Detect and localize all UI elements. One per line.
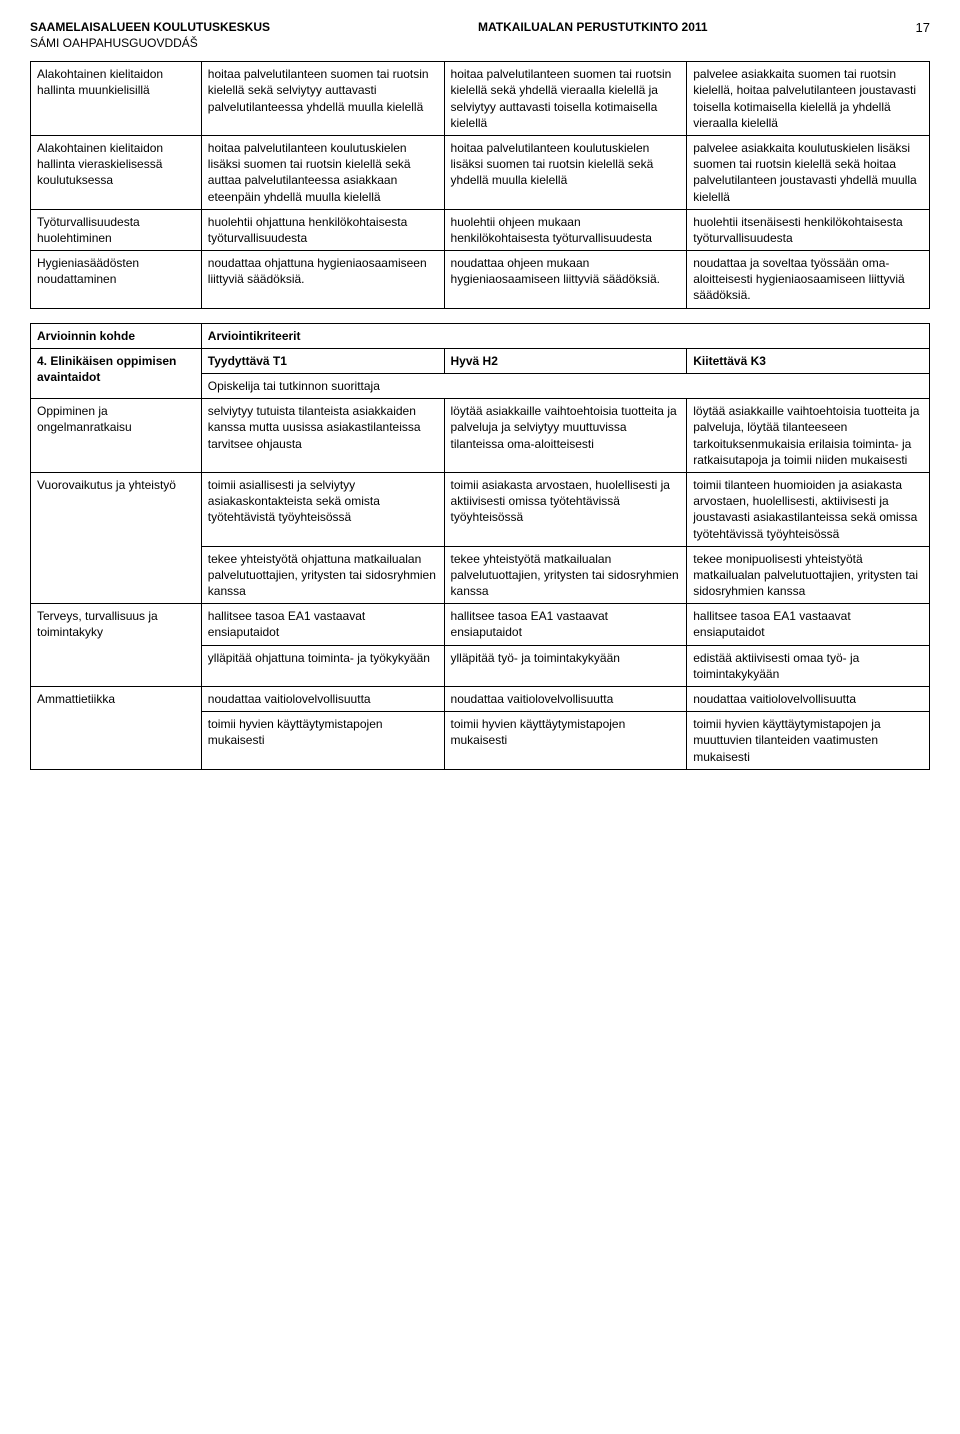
- header-cell: Arvioinnin kohde: [31, 323, 202, 348]
- cell: toimii asiakasta arvostaen, huolellisest…: [444, 472, 687, 546]
- cell: huolehtii ohjeen mukaan henkilökohtaises…: [444, 209, 687, 250]
- table-row: Vuorovaikutus ja yhteistyö toimii asiall…: [31, 472, 930, 546]
- table-row: Oppiminen ja ongelmanratkaisu selviytyy …: [31, 399, 930, 473]
- cell: hallitsee tasoa EA1 vastaavat ensiaputai…: [687, 604, 930, 645]
- cell: noudattaa ja soveltaa työssään oma-aloit…: [687, 251, 930, 309]
- cell: toimii hyvien käyttäytymistapojen ja muu…: [687, 712, 930, 770]
- header-title: MATKAILUALAN PERUSTUTKINTO 2011: [478, 20, 708, 51]
- cell: löytää asiakkaille vaihtoehtoisia tuotte…: [687, 399, 930, 473]
- table-row: Ammattietiikka noudattaa vaitiolovelvoll…: [31, 687, 930, 712]
- table-row: Hygieniasäädösten noudattaminen noudatta…: [31, 251, 930, 309]
- cell: noudattaa vaitiolovelvollisuutta: [201, 687, 444, 712]
- header-org: SAAMELAISALUEEN KOULUTUSKESKUS SÁMI OAHP…: [30, 20, 270, 51]
- cell: hallitsee tasoa EA1 vastaavat ensiaputai…: [444, 604, 687, 645]
- cell-label: Työturvallisuudesta huolehtiminen: [31, 209, 202, 250]
- cell: toimii hyvien käyttäytymistapojen mukais…: [444, 712, 687, 770]
- cell-label: Vuorovaikutus ja yhteistyö: [31, 472, 202, 603]
- cell: huolehtii itsenäisesti henkilökohtaisest…: [687, 209, 930, 250]
- table-1: Alakohtainen kielitaidon hallinta muunki…: [30, 61, 930, 308]
- subhead-cell: Opiskelija tai tutkinnon suorittaja: [201, 374, 929, 399]
- cell: hoitaa palvelutilanteen koulutuskielen l…: [444, 135, 687, 209]
- cell-label: Hygieniasäädösten noudattaminen: [31, 251, 202, 309]
- cell: hallitsee tasoa EA1 vastaavat ensiaputai…: [201, 604, 444, 645]
- cell: huolehtii ohjattuna henkilökohtaisesta t…: [201, 209, 444, 250]
- cell: löytää asiakkaille vaihtoehtoisia tuotte…: [444, 399, 687, 473]
- cell: noudattaa vaitiolovelvollisuutta: [687, 687, 930, 712]
- table-header-row: Arvioinnin kohde Arviointikriteerit: [31, 323, 930, 348]
- cell: tekee yhteistyötä ohjattuna matkailualan…: [201, 546, 444, 604]
- table-2: Arvioinnin kohde Arviointikriteerit 4. E…: [30, 323, 930, 770]
- cell: tekee yhteistyötä matkailualan palvelutu…: [444, 546, 687, 604]
- cell: toimii hyvien käyttäytymistapojen mukais…: [201, 712, 444, 770]
- cell: noudattaa ohjattuna hygieniaosaamiseen l…: [201, 251, 444, 309]
- table-row: Alakohtainen kielitaidon hallinta vieras…: [31, 135, 930, 209]
- cell: hoitaa palvelutilanteen koulutuskielen l…: [201, 135, 444, 209]
- cell: palvelee asiakkaita koulutuskielen lisäk…: [687, 135, 930, 209]
- cell: selviytyy tutuista tilanteista asiakkaid…: [201, 399, 444, 473]
- header-cell: Arviointikriteerit: [201, 323, 929, 348]
- level-row: 4. Elinikäisen oppimisen avaintaidot Tyy…: [31, 348, 930, 373]
- cell-label: Terveys, turvallisuus ja toimintakyky: [31, 604, 202, 687]
- spacer: [30, 309, 930, 323]
- cell-label: Alakohtainen kielitaidon hallinta vieras…: [31, 135, 202, 209]
- cell-label: Alakohtainen kielitaidon hallinta muunki…: [31, 62, 202, 136]
- table-row: Työturvallisuudesta huolehtiminen huoleh…: [31, 209, 930, 250]
- cell: ylläpitää ohjattuna toiminta- ja työkyky…: [201, 645, 444, 686]
- cell: toimii tilanteen huomioiden ja asiakasta…: [687, 472, 930, 546]
- page-number: 17: [916, 20, 930, 51]
- cell: tekee monipuolisesti yhteistyötä matkail…: [687, 546, 930, 604]
- cell: edistää aktiivisesti omaa työ- ja toimin…: [687, 645, 930, 686]
- cell-label: Oppiminen ja ongelmanratkaisu: [31, 399, 202, 473]
- level-cell: Kiitettävä K3: [687, 348, 930, 373]
- cell: palvelee asiakkaita suomen tai ruotsin k…: [687, 62, 930, 136]
- table-row: Terveys, turvallisuus ja toimintakyky ha…: [31, 604, 930, 645]
- org-line1: SAAMELAISALUEEN KOULUTUSKESKUS: [30, 20, 270, 34]
- level-cell: Tyydyttävä T1: [201, 348, 444, 373]
- cell: ylläpitää työ- ja toimintakykyään: [444, 645, 687, 686]
- table-row: Alakohtainen kielitaidon hallinta muunki…: [31, 62, 930, 136]
- cell: hoitaa palvelutilanteen suomen tai ruots…: [444, 62, 687, 136]
- page-header: SAAMELAISALUEEN KOULUTUSKESKUS SÁMI OAHP…: [30, 20, 930, 51]
- cell: noudattaa vaitiolovelvollisuutta: [444, 687, 687, 712]
- org-line2: SÁMI OAHPAHUSGUOVDDÁŠ: [30, 36, 198, 50]
- level-cell: Hyvä H2: [444, 348, 687, 373]
- cell: toimii asiallisesti ja selviytyy asiakas…: [201, 472, 444, 546]
- section-label: 4. Elinikäisen oppimisen avaintaidot: [31, 348, 202, 398]
- cell: noudattaa ohjeen mukaan hygieniaosaamise…: [444, 251, 687, 309]
- cell-label: Ammattietiikka: [31, 687, 202, 770]
- cell: hoitaa palvelutilanteen suomen tai ruots…: [201, 62, 444, 136]
